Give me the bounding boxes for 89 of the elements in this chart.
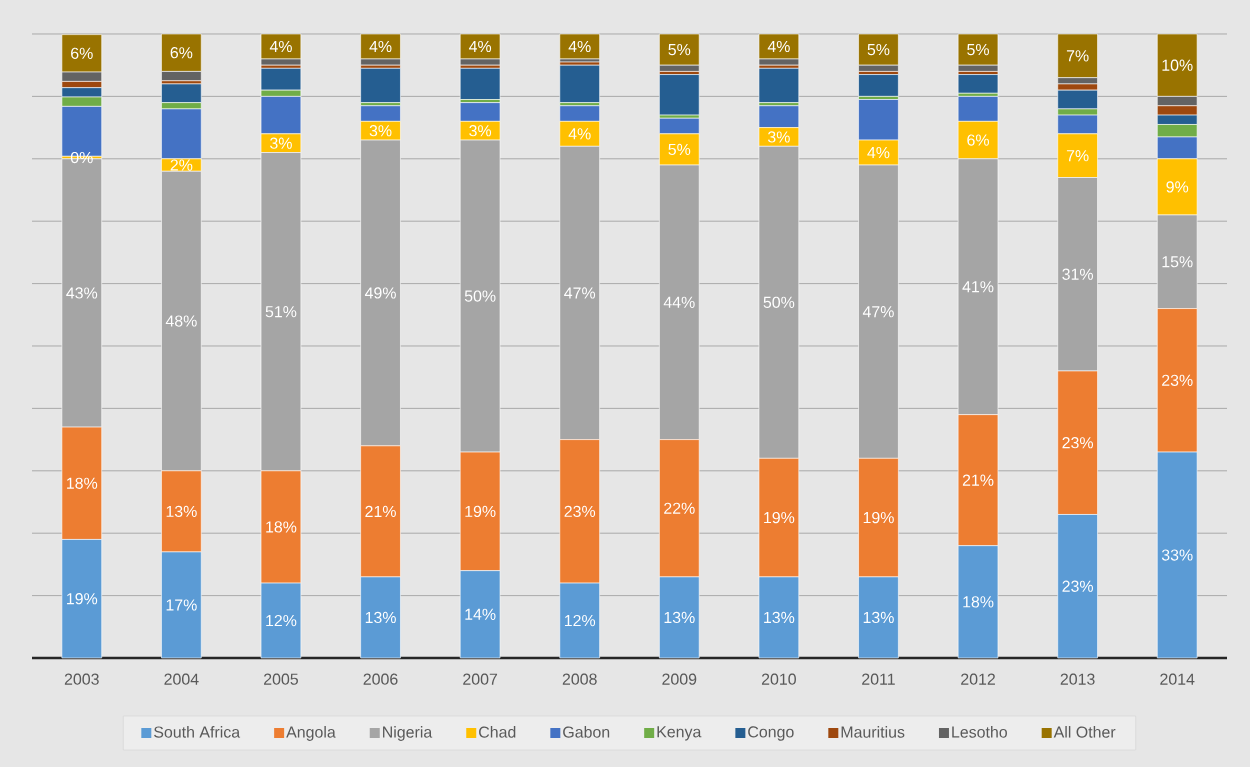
- data-label: 17%: [166, 599, 197, 611]
- legend-label: Chad: [479, 726, 516, 738]
- data-label: 51%: [265, 306, 297, 318]
- data-label: 4%: [468, 40, 492, 53]
- data-label: 14%: [465, 608, 496, 620]
- legend-label: Nigeria: [383, 726, 433, 741]
- data-label: 50%: [763, 296, 795, 308]
- data-label: 23%: [1062, 580, 1094, 592]
- data-label: 12%: [266, 614, 297, 627]
- x-tick-label: 2003: [64, 673, 99, 685]
- data-label: 10%: [1162, 59, 1193, 71]
- data-label: 21%: [962, 474, 994, 486]
- x-tick-label: 2004: [164, 673, 199, 685]
- data-label: 18%: [963, 596, 994, 608]
- data-label: 47%: [564, 287, 596, 299]
- data-label: 5%: [867, 43, 890, 56]
- data-label: 21%: [365, 505, 396, 517]
- data-label: 19%: [764, 511, 795, 524]
- data-label: 4%: [767, 40, 790, 53]
- data-label: 23%: [564, 505, 596, 517]
- bar: [559, 33, 600, 60]
- data-label: 6%: [71, 47, 93, 59]
- data-label: 7%: [1066, 150, 1089, 162]
- data-label: 3%: [369, 125, 392, 137]
- data-label: 12%: [564, 614, 596, 627]
- bar: [758, 68, 800, 103]
- data-label: 13%: [664, 611, 695, 624]
- data-label: 23%: [1162, 374, 1193, 386]
- x-tick-label: 2013: [1060, 673, 1095, 685]
- data-label: 13%: [166, 505, 197, 517]
- bar: [459, 68, 501, 100]
- x-tick-label: 2007: [463, 673, 498, 685]
- data-label: 13%: [764, 611, 795, 624]
- data-label: 15%: [1162, 256, 1193, 268]
- bar: [360, 68, 401, 103]
- data-label: 49%: [364, 287, 396, 299]
- data-label: 41%: [962, 281, 994, 293]
- data-label: 31%: [1062, 268, 1094, 280]
- legend-label: Kenya: [657, 726, 702, 741]
- legend-label: All Other: [1053, 726, 1116, 738]
- x-tick-label: 2006: [363, 673, 398, 685]
- legend-label: Angola: [286, 726, 336, 741]
- data-label: 4%: [568, 128, 591, 140]
- bar: [957, 74, 999, 94]
- data-label: 2%: [170, 159, 193, 171]
- data-label: 19%: [67, 593, 98, 605]
- legend-label: Lesotho: [952, 726, 1007, 738]
- data-label: 22%: [664, 502, 695, 514]
- x-tick-label: 2014: [1160, 673, 1195, 685]
- legend-label: Congo: [748, 726, 794, 741]
- bar: [858, 74, 899, 97]
- data-label: 4%: [867, 146, 890, 159]
- data-label: 13%: [365, 611, 396, 624]
- data-label: 23%: [1062, 437, 1094, 449]
- data-label: 7%: [1066, 50, 1089, 62]
- legend-label: Gabon: [563, 726, 610, 738]
- bar: [559, 64, 600, 103]
- data-label: 19%: [863, 511, 894, 524]
- data-label: 48%: [165, 315, 197, 327]
- data-label: 5%: [967, 43, 989, 56]
- legend-label: South Africa: [154, 726, 241, 738]
- x-tick-label: 2009: [662, 673, 697, 685]
- data-label: 19%: [465, 505, 496, 517]
- data-label: 3%: [767, 131, 790, 143]
- data-label: 33%: [1161, 549, 1193, 561]
- data-label: 6%: [170, 47, 193, 59]
- data-label: 5%: [668, 143, 691, 156]
- data-label: 6%: [967, 134, 989, 146]
- data-label: 5%: [668, 43, 691, 56]
- data-label: 13%: [863, 611, 894, 624]
- data-label: 4%: [269, 40, 292, 53]
- x-tick-label: 2012: [961, 673, 995, 685]
- data-label: 3%: [469, 125, 492, 137]
- data-label: 4%: [568, 40, 591, 53]
- data-label: 3%: [270, 137, 292, 149]
- bar: [659, 74, 700, 116]
- x-tick-label: 2011: [862, 673, 895, 685]
- x-tick-label: 2005: [264, 673, 298, 685]
- data-label: 18%: [266, 521, 297, 533]
- data-label: 44%: [663, 296, 695, 308]
- data-label: 43%: [66, 287, 98, 299]
- data-label: 9%: [1166, 181, 1189, 193]
- data-label: 50%: [464, 290, 496, 302]
- data-label: 18%: [67, 477, 98, 489]
- legend-label: Mauritius: [841, 726, 905, 738]
- data-label: 4%: [369, 40, 392, 53]
- x-tick-label: 2008: [562, 673, 597, 685]
- x-tick-label: 2010: [761, 673, 796, 685]
- data-label: 47%: [862, 306, 894, 318]
